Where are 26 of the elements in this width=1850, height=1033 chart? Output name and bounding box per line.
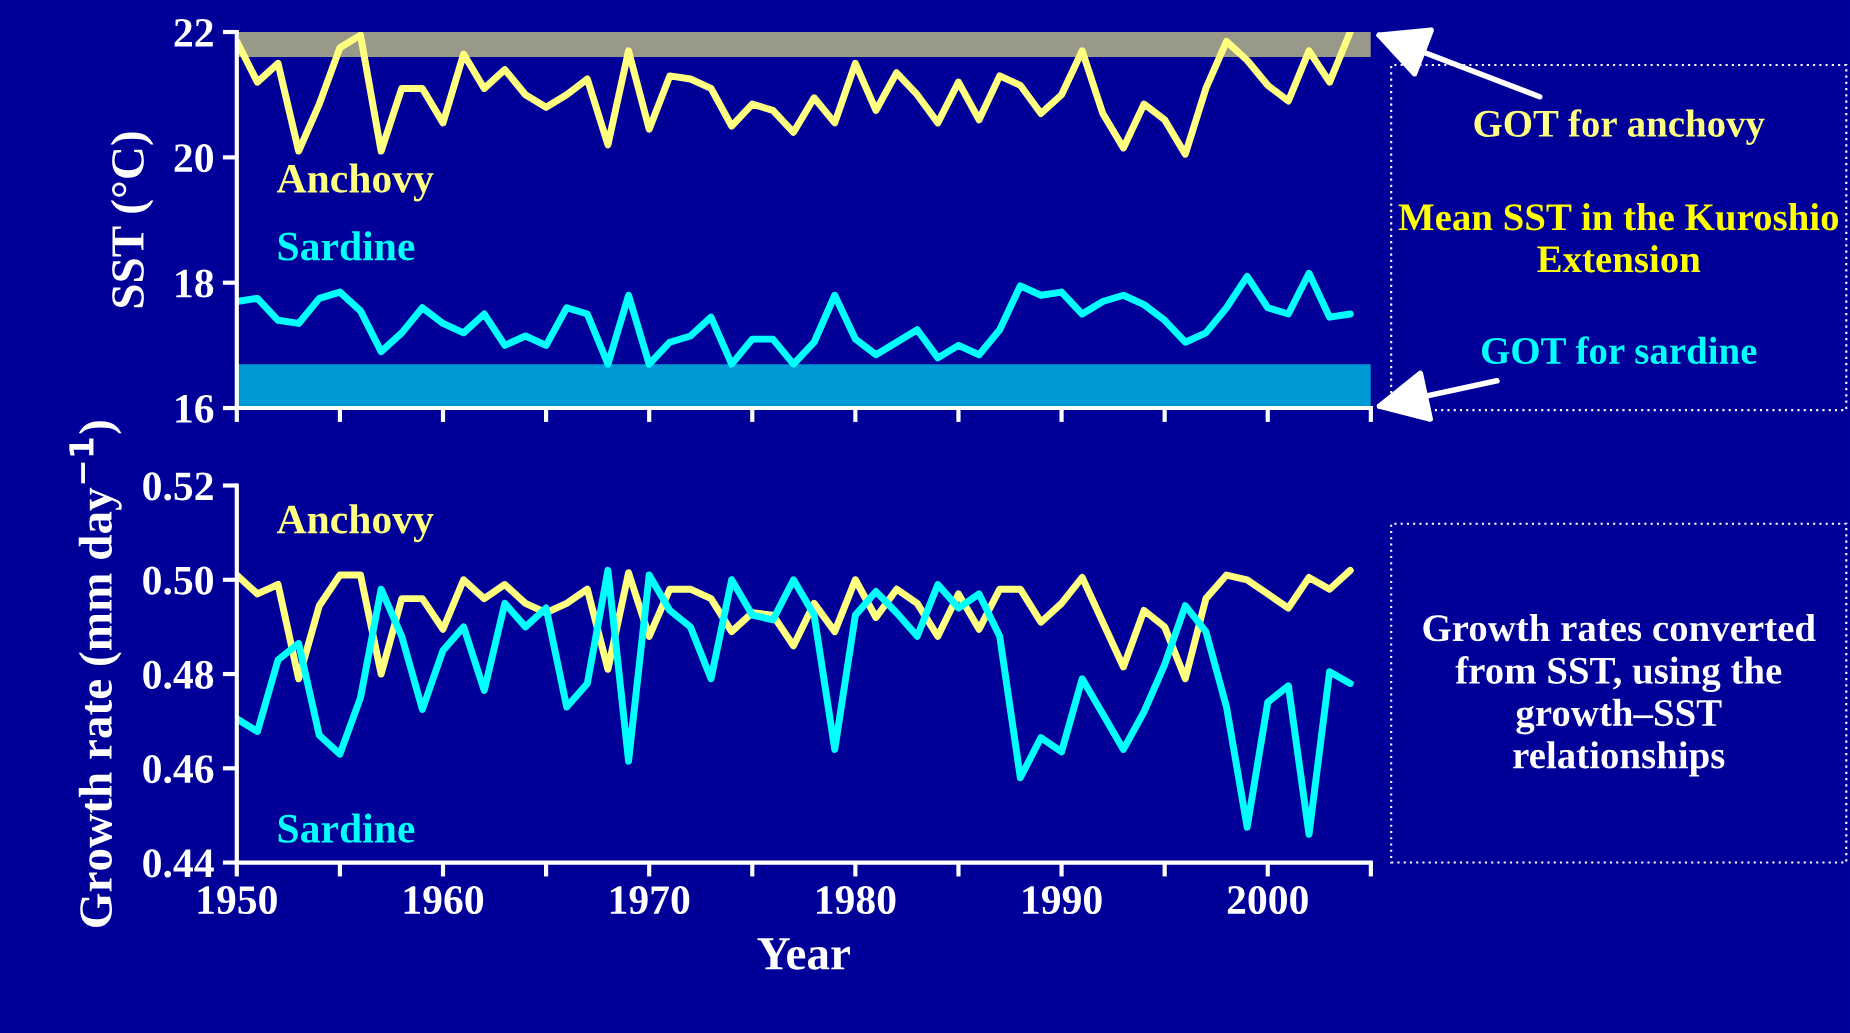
series-label: Anchovy: [276, 163, 434, 202]
y-axis-title: Growth rate (mm day$^{−1}$): [69, 421, 122, 927]
y-tick-label: 22: [174, 18, 213, 47]
y-tick-label: 0.52: [143, 472, 213, 501]
x-tick-label: 1970: [610, 885, 690, 915]
y-tick-label: 0.46: [143, 755, 214, 784]
x-tick-label: 1980: [817, 885, 896, 915]
y-tick-label: 16: [176, 394, 214, 423]
series-label: Sardine: [278, 231, 415, 261]
x-tick-label: 1990: [1023, 885, 1102, 915]
y-tick-label: 0.44: [143, 849, 214, 878]
text: Growth rates converted from SST, using the growth–SST relationships: [1423, 614, 1816, 777]
band-label: GOT for sardine: [1481, 336, 1757, 365]
y-tick-label: 20: [174, 144, 213, 173]
y-tick-label: 0.50: [143, 566, 213, 595]
y-axis-title: SST (°C): [110, 132, 154, 308]
x-axis-title: Year: [757, 938, 850, 970]
y-tick-label: 18: [176, 269, 214, 298]
series-label: Sardine: [278, 813, 415, 843]
x-tick-label: 1950: [198, 885, 277, 915]
series-label: Anchovy: [276, 504, 434, 543]
x-tick-label: 2000: [1227, 885, 1308, 915]
y-tick-label: 0.48: [143, 660, 214, 690]
band-label: GOT for anchovy: [1474, 109, 1765, 145]
text: Mean SST in the Kuroshio Extension: [1398, 203, 1839, 273]
x-tick-label: 1960: [404, 885, 484, 915]
